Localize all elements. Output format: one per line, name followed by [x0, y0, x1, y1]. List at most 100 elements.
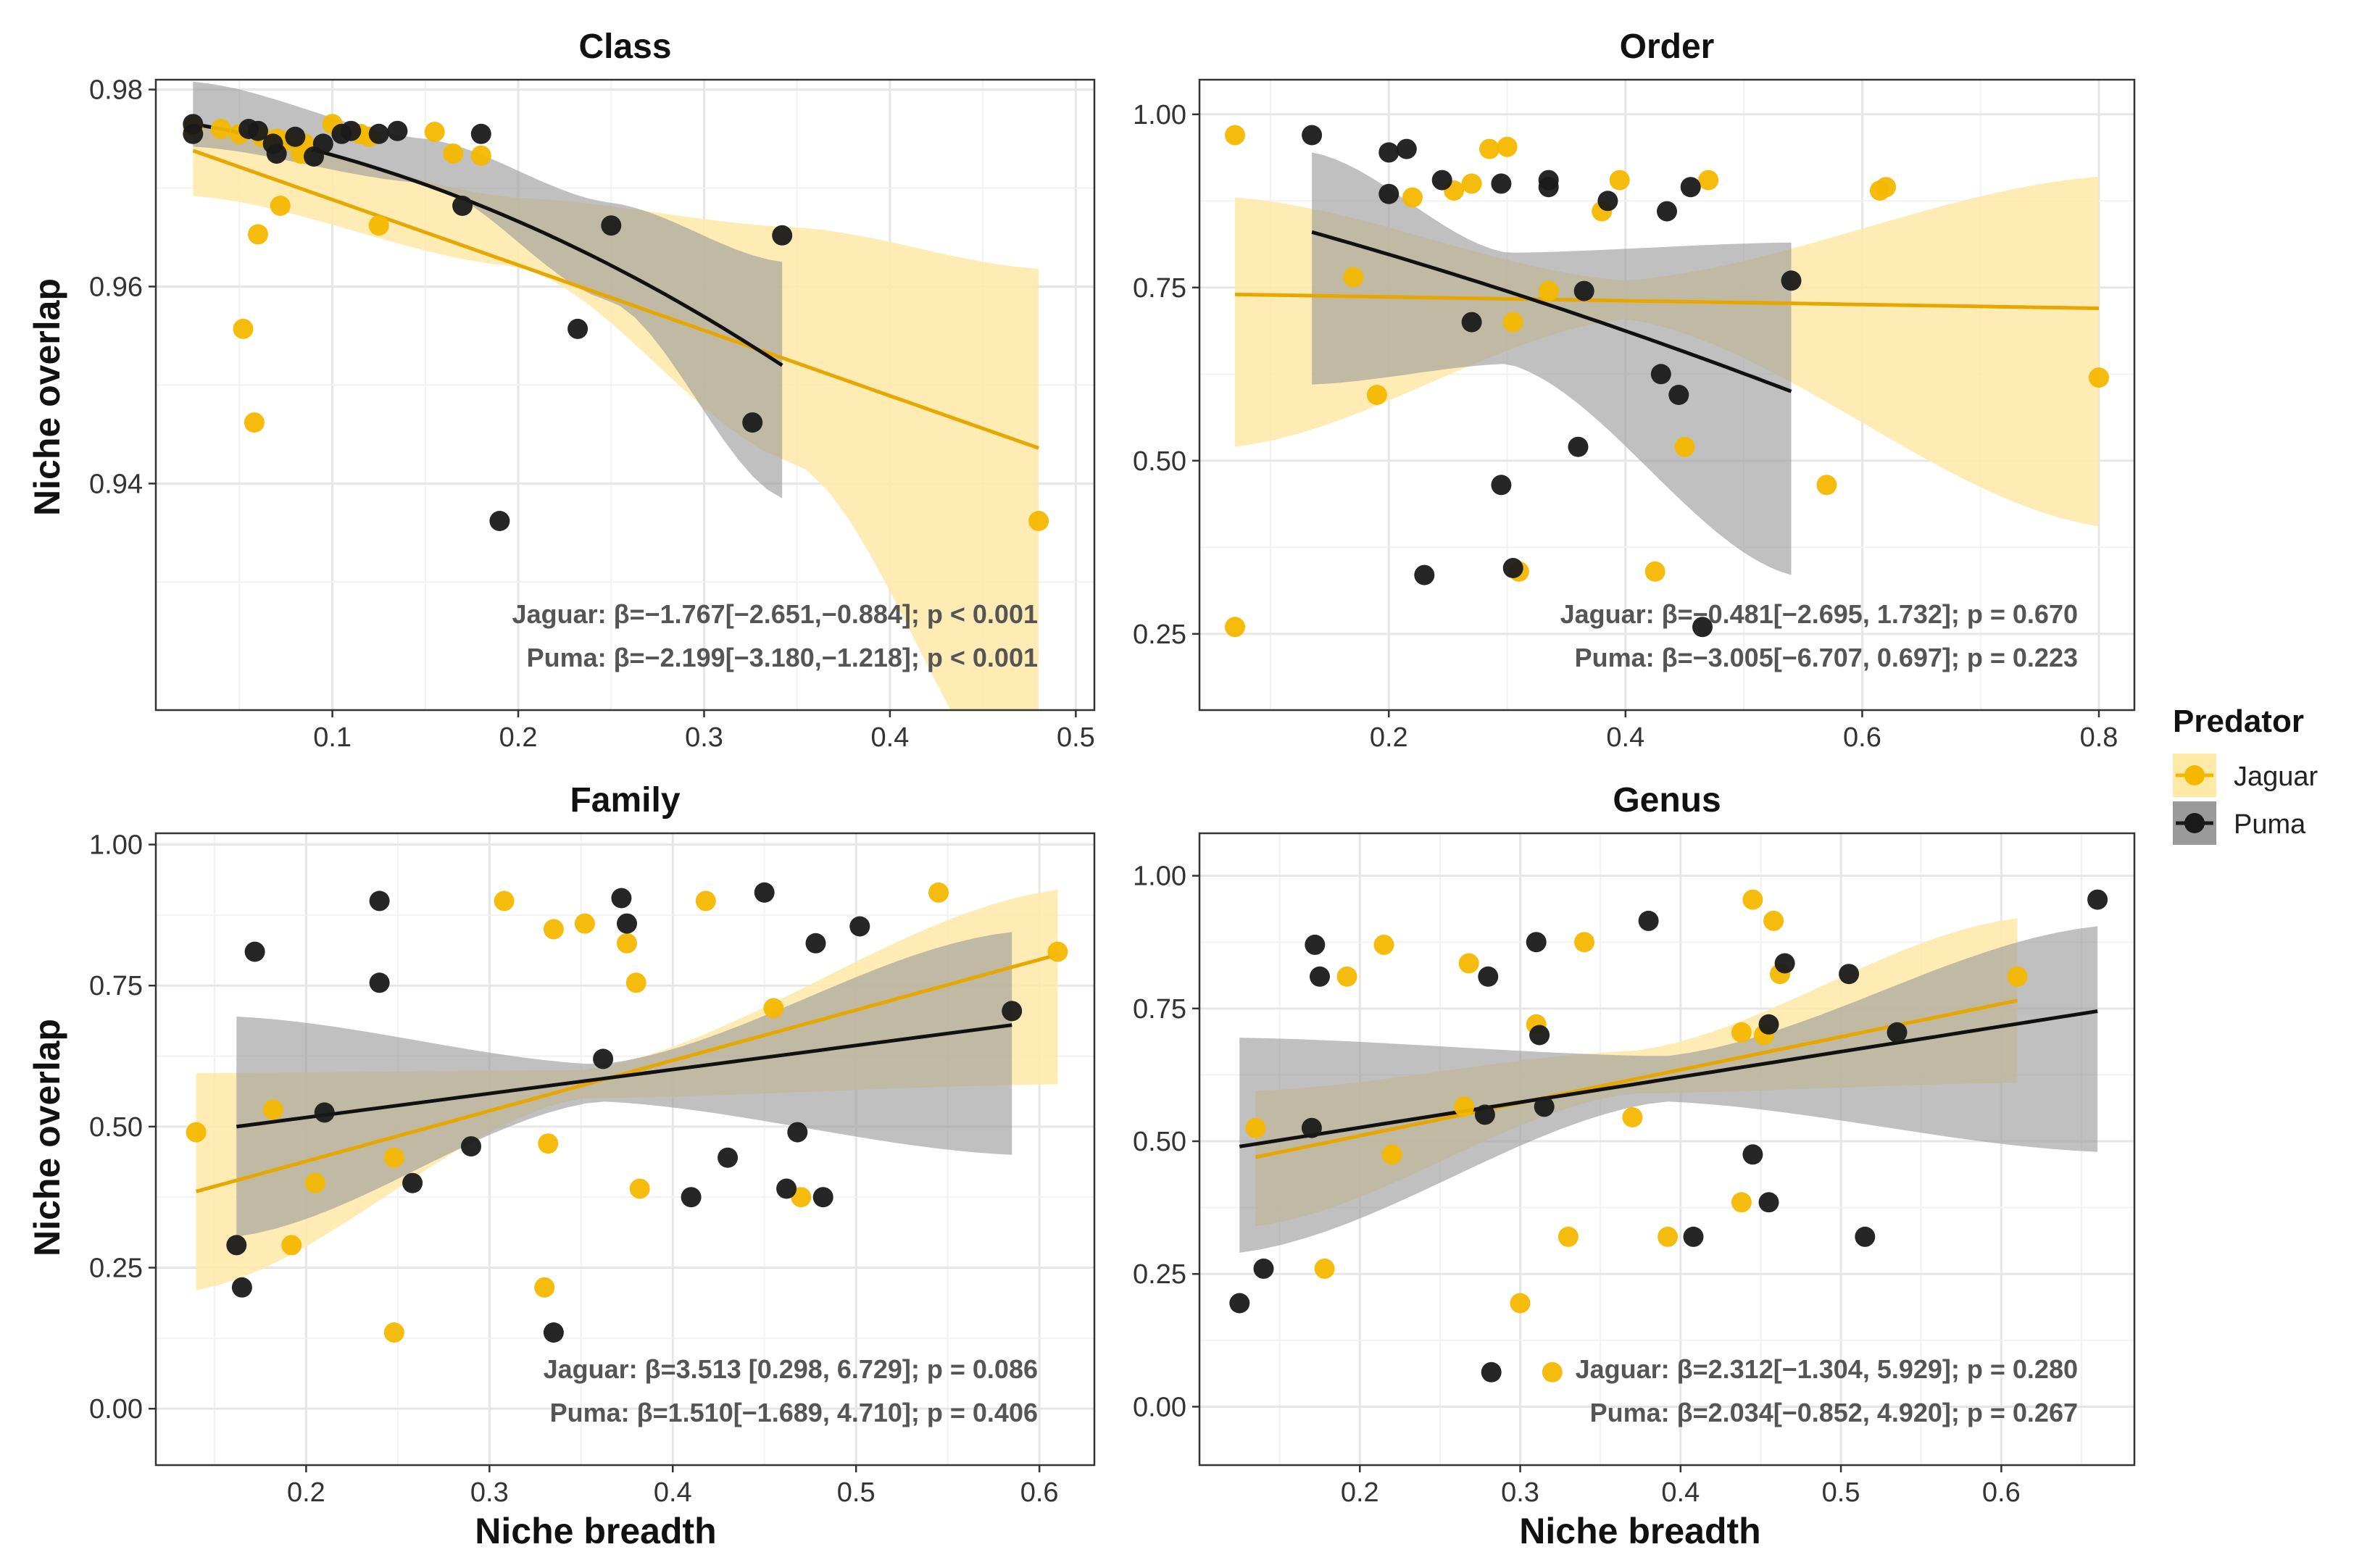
family-point-puma [402, 1172, 423, 1193]
order-point-puma [1414, 564, 1435, 585]
genus-point-jaguar [1557, 1226, 1579, 1247]
order-point-jaguar [1698, 170, 1719, 191]
genus-y-tick-label: 0.00 [1133, 1392, 1186, 1422]
genus-band-puma [1239, 926, 2098, 1253]
genus-x-tick-label: 0.5 [1822, 1477, 1860, 1508]
order-point-jaguar [1538, 280, 1559, 301]
family-fit-line-puma [236, 1023, 1012, 1129]
genus-point-puma [1855, 1226, 1876, 1247]
family-point-jaguar [928, 882, 949, 903]
legend-label-jaguar: Jaguar [2234, 762, 2318, 792]
order-point-jaguar [1366, 385, 1387, 405]
class-point-jaguar [368, 215, 389, 236]
class-plot-border [154, 78, 1096, 712]
class-panel: 0.1 0.2 0.3 0.4 0.5 0.94 0.96 0.98 Class Jaguar: … [89, 28, 1096, 753]
family-panel-title: Family [570, 781, 680, 820]
genus-x-tick-label: 0.3 [1501, 1477, 1539, 1508]
family-point-jaguar [534, 1277, 555, 1298]
genus-point-jaguar [1458, 953, 1479, 974]
order-point-jaguar [1225, 617, 1245, 638]
genus-stat-annotation-jaguar: Jaguar: β=2.312[−1.304, 5.929]; p = 0.28… [1576, 1354, 2078, 1384]
genus-y-tick-label: 0.75 [1133, 994, 1186, 1025]
genus-points [1229, 889, 2108, 1383]
family-point-jaguar [281, 1235, 302, 1256]
order-point-jaguar [1876, 177, 1897, 198]
order-y-tick-label: 0.25 [1133, 620, 1186, 650]
genus-point-puma [1683, 1226, 1704, 1247]
order-point-jaguar [1644, 561, 1665, 582]
genus-point-jaguar [1245, 1117, 1266, 1138]
x-axis-title-left: Niche breadth [475, 1511, 716, 1551]
order-point-puma [1491, 173, 1512, 194]
genus-point-puma [1310, 966, 1330, 987]
genus-x-tick-label: 0.4 [1661, 1477, 1700, 1508]
family-point-puma [611, 888, 632, 909]
order-x-tick-label: 0.8 [2080, 722, 2118, 753]
genus-gridlines [1199, 833, 2134, 1465]
genus-plot-border [1198, 832, 2136, 1467]
family-point-puma [849, 916, 870, 937]
family-point-jaguar [763, 998, 784, 1019]
genus-x-tick-label: 0.2 [1341, 1477, 1379, 1508]
genus-point-jaguar [1336, 966, 1357, 987]
order-point-puma [1396, 138, 1417, 159]
family-plot-border [154, 832, 1096, 1467]
class-x-tick-label: 0.2 [499, 722, 538, 753]
order-point-jaguar [1816, 475, 1837, 496]
order-point-jaguar [1461, 173, 1482, 194]
family-confidence-bands [196, 889, 1058, 1290]
order-point-puma [1680, 177, 1701, 198]
family-point-puma [231, 1277, 252, 1298]
genus-point-jaguar [1314, 1258, 1335, 1279]
class-point-jaguar [248, 224, 268, 245]
y-axis-title-top: Niche overlap [27, 278, 67, 516]
family-panel: 0.2 0.3 0.4 0.5 0.6 0.00 0.25 0.50 0.75 1.00 Famil… [89, 781, 1096, 1508]
genus-point-puma [1638, 910, 1659, 931]
genus-point-jaguar [1510, 1293, 1531, 1314]
class-stat-annotation-jaguar: Jaguar: β=−1.767[−2.651,−0.884]; p < 0.0… [512, 599, 1038, 629]
class-point-puma [489, 511, 510, 531]
y-axis-title-bottom: Niche overlap [27, 1019, 67, 1256]
order-y-tick-label: 1.00 [1133, 100, 1186, 130]
order-fit-line-jaguar [1234, 292, 2100, 310]
class-point-puma [601, 215, 622, 236]
genus-point-jaguar [1742, 889, 1763, 910]
family-points [186, 882, 1068, 1343]
genus-fit-line-puma [1239, 1009, 2098, 1148]
genus-point-puma [1529, 1025, 1550, 1046]
family-point-puma [369, 891, 390, 912]
genus-point-puma [1229, 1293, 1250, 1314]
genus-point-puma [1758, 1014, 1779, 1035]
class-x-tick-label: 0.4 [871, 722, 910, 753]
family-fit-line-jaguar [195, 952, 1059, 1193]
family-point-puma [369, 972, 390, 993]
class-point-puma [285, 126, 306, 147]
class-point-puma [567, 318, 588, 339]
family-x-tick-label: 0.4 [654, 1477, 692, 1508]
class-point-puma [248, 120, 268, 141]
family-point-puma [787, 1122, 808, 1143]
family-x-tick-label: 0.3 [470, 1477, 509, 1508]
family-band-puma [236, 932, 1012, 1237]
class-y-tick-label: 0.96 [89, 272, 143, 302]
class-point-puma [368, 123, 389, 144]
panels-layer: 0.1 0.2 0.3 0.4 0.5 0.94 0.96 0.98 Class Jaguar: … [89, 28, 2136, 1508]
class-point-jaguar [424, 122, 445, 142]
family-point-jaguar [186, 1122, 207, 1143]
order-point-puma [1491, 475, 1512, 496]
genus-point-jaguar [1622, 1107, 1643, 1127]
order-point-puma [1781, 270, 1802, 291]
genus-y-tick-label: 1.00 [1133, 862, 1186, 892]
genus-point-puma [1839, 964, 1860, 985]
class-panel-title: Class [578, 28, 671, 66]
class-point-puma [341, 120, 362, 141]
family-fit-lines [195, 952, 1059, 1193]
genus-point-jaguar [1731, 1022, 1752, 1043]
order-fit-lines [1234, 230, 2100, 393]
order-point-puma [1573, 280, 1594, 301]
family-point-jaguar [543, 919, 564, 940]
order-point-jaguar [1479, 138, 1500, 159]
class-point-puma [772, 225, 793, 246]
legend-key-puma-point [2184, 813, 2205, 833]
family-point-puma [617, 913, 637, 934]
